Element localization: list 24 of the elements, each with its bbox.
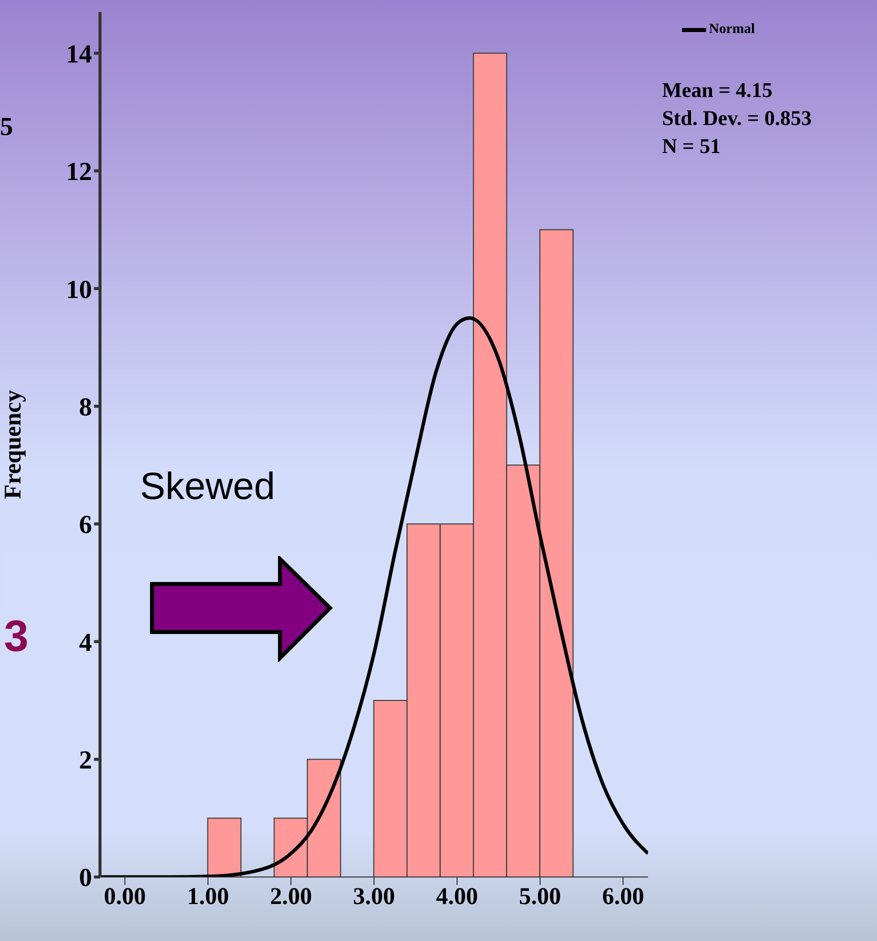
x-tick-label: 2.00 <box>270 884 312 910</box>
text: Mean = 4.15 <box>662 78 773 103</box>
y-tick-label: 12 <box>66 157 92 186</box>
legend-label: Normal <box>709 22 755 38</box>
x-tick-label: 3.00 <box>353 884 395 910</box>
x-tick-label: 4.00 <box>436 884 478 910</box>
y-tick-label: 6 <box>79 510 92 540</box>
y-tick-label: 0 <box>79 863 92 892</box>
x-tick-label: 5.00 <box>519 884 562 910</box>
y-tick-label: 2 <box>79 746 92 775</box>
text: Std. Dev. = 0.853 <box>662 106 812 131</box>
y-tick-label: 14 <box>66 39 92 68</box>
y-tick-label: 8 <box>79 392 92 422</box>
line-series <box>100 316 648 877</box>
annotation: Skewed <box>140 466 276 509</box>
x-tick-label: 0.00 <box>104 884 146 910</box>
y-tick-label: 4 <box>79 628 92 657</box>
x-tick-label: 1.00 <box>186 884 229 910</box>
y-tick-label: 10 <box>66 274 92 304</box>
text: N = 51 <box>662 134 721 159</box>
text: 5 <box>0 112 13 142</box>
text: 3 <box>4 612 28 662</box>
y-axis-title: Frequency <box>0 390 27 499</box>
x-tick-label: 6.00 <box>602 884 644 910</box>
